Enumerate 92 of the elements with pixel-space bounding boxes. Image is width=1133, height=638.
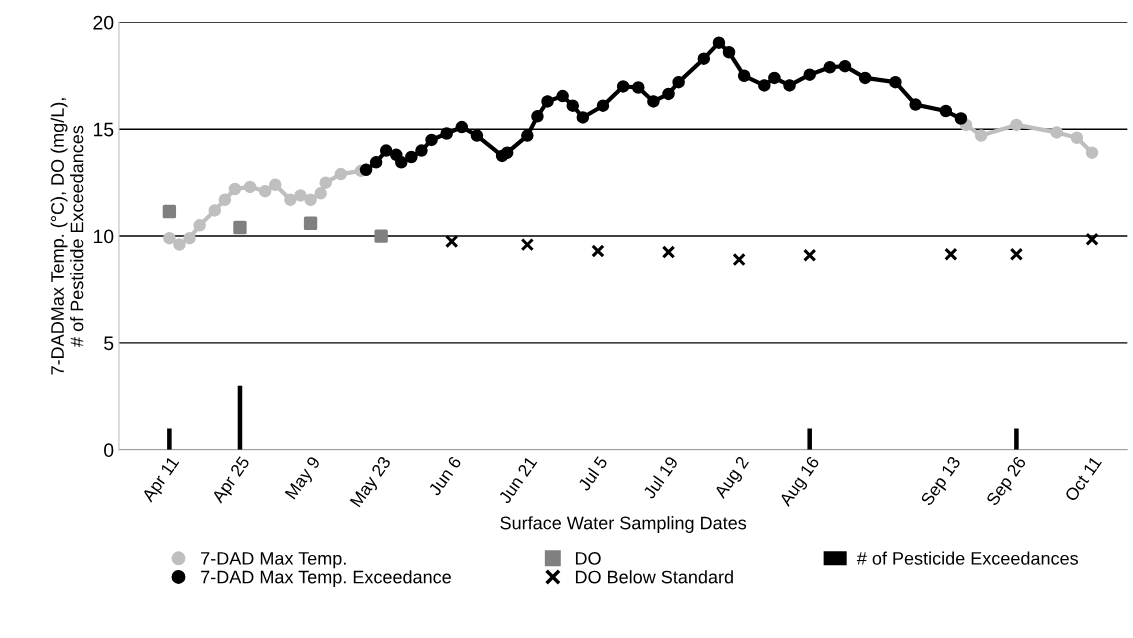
x-tick-label: Jun 21 <box>497 455 538 505</box>
y-tick-label: 5 <box>104 336 114 351</box>
point <box>1085 232 1099 246</box>
point <box>632 81 645 94</box>
point <box>1070 131 1084 144</box>
x-axis-title: Surface Water Sampling Dates <box>500 516 747 533</box>
point <box>858 71 872 85</box>
x-tick-label: Jul 5 <box>577 455 608 492</box>
point <box>173 238 186 251</box>
legend-label: # of Pesticide Exceedances <box>856 551 1078 565</box>
x-tick-label: Apr 25 <box>211 455 253 506</box>
point <box>662 87 675 101</box>
point <box>768 71 781 85</box>
point <box>596 99 610 112</box>
point <box>1010 118 1023 132</box>
point <box>334 167 348 181</box>
point <box>697 52 711 65</box>
point <box>783 79 796 92</box>
y-tick-label: 0 <box>104 443 114 458</box>
point <box>672 75 685 89</box>
point <box>314 187 327 200</box>
point <box>1050 126 1063 139</box>
point <box>556 89 569 103</box>
legend-label: 7-DAD Max Temp. <box>201 552 346 569</box>
point <box>183 231 196 245</box>
y-axis-title: 7-DADMax Temp. (°C), DO (mg/L), # of Pesticide Exceedances <box>50 98 84 375</box>
x-tick-label: Aug 2 <box>713 455 752 502</box>
point <box>732 252 746 267</box>
point <box>1085 146 1099 159</box>
point <box>304 193 317 206</box>
point <box>939 104 953 118</box>
point <box>803 248 817 262</box>
point <box>712 36 726 49</box>
point <box>974 129 988 142</box>
y-tick-label: 15 <box>93 122 114 137</box>
point <box>531 110 544 123</box>
y-tick-label: 10 <box>93 229 114 244</box>
point <box>803 68 816 81</box>
point <box>591 244 605 258</box>
x-tick-label: Oct 11 <box>1064 455 1102 503</box>
point <box>379 144 393 157</box>
point <box>445 234 459 249</box>
point <box>374 229 388 243</box>
point <box>405 150 418 164</box>
point <box>520 237 535 252</box>
point <box>823 60 837 74</box>
point <box>944 247 958 261</box>
x-tick-label: Sep 26 <box>985 455 1030 509</box>
point <box>303 216 318 230</box>
point <box>758 79 771 92</box>
point <box>228 182 242 196</box>
point <box>319 176 332 189</box>
point <box>889 75 902 89</box>
legend-label: DO Below Standard <box>575 570 733 584</box>
point <box>566 99 579 112</box>
x-tick-label: Jul 19 <box>642 455 679 500</box>
point <box>440 127 453 140</box>
point <box>193 219 206 232</box>
point <box>395 156 408 169</box>
point <box>576 111 590 124</box>
legend-label: 7-DAD Max Temp. Exceedance <box>201 570 451 587</box>
point <box>294 189 307 202</box>
point <box>233 220 247 235</box>
point <box>909 98 922 111</box>
point <box>218 193 232 206</box>
point <box>661 245 676 259</box>
point <box>163 231 176 245</box>
legend-label: DO <box>575 552 601 565</box>
point <box>258 184 272 198</box>
point <box>647 95 660 108</box>
point <box>521 129 534 142</box>
x-tick-label: Jun 6 <box>427 455 462 497</box>
point <box>208 204 222 217</box>
x-tick-label: Sep 13 <box>920 455 964 509</box>
x-tick-label: Apr 11 <box>141 455 183 505</box>
point <box>284 193 297 206</box>
point <box>369 156 383 169</box>
point <box>455 120 469 134</box>
point <box>269 178 282 192</box>
point <box>1009 247 1024 261</box>
point <box>425 133 438 147</box>
point <box>500 146 514 159</box>
point <box>541 95 554 108</box>
point <box>243 180 257 194</box>
point <box>722 46 736 59</box>
point <box>616 80 630 93</box>
y-tick-label: 20 <box>93 15 114 30</box>
point <box>838 59 852 73</box>
point <box>415 144 428 157</box>
point <box>470 129 484 142</box>
point <box>162 204 177 219</box>
point <box>737 69 751 83</box>
